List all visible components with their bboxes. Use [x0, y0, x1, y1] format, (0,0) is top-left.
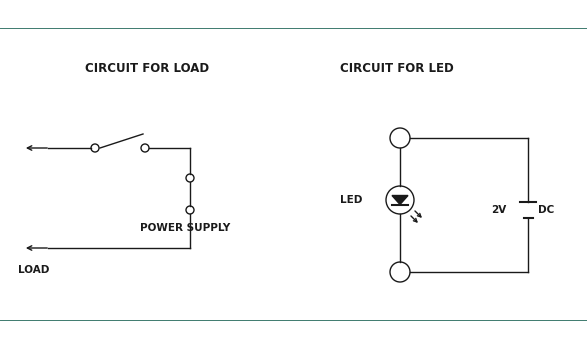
Text: LOAD: LOAD: [18, 265, 49, 275]
Text: DC: DC: [538, 205, 554, 215]
Text: LED: LED: [340, 195, 362, 205]
Polygon shape: [392, 195, 408, 205]
Text: POWER SUPPLY: POWER SUPPLY: [140, 223, 230, 233]
Text: 2V: 2V: [491, 205, 506, 215]
Text: CIRCUIT FOR LED: CIRCUIT FOR LED: [340, 62, 454, 75]
Text: CIRCUIT FOR LOAD: CIRCUIT FOR LOAD: [85, 62, 209, 75]
